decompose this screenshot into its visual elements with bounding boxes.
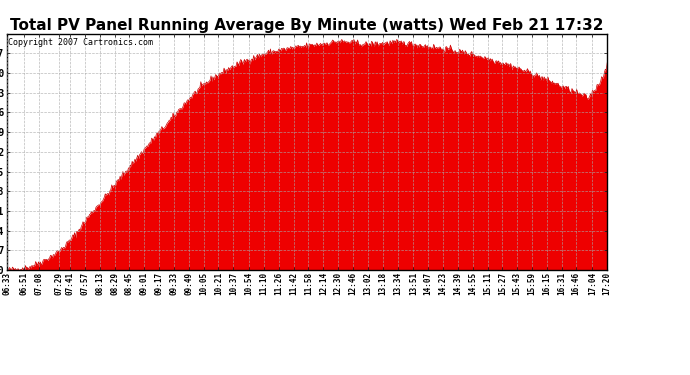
Text: Copyright 2007 Cartronics.com: Copyright 2007 Cartronics.com — [8, 39, 153, 48]
Title: Total PV Panel Running Average By Minute (watts) Wed Feb 21 17:32: Total PV Panel Running Average By Minute… — [10, 18, 604, 33]
